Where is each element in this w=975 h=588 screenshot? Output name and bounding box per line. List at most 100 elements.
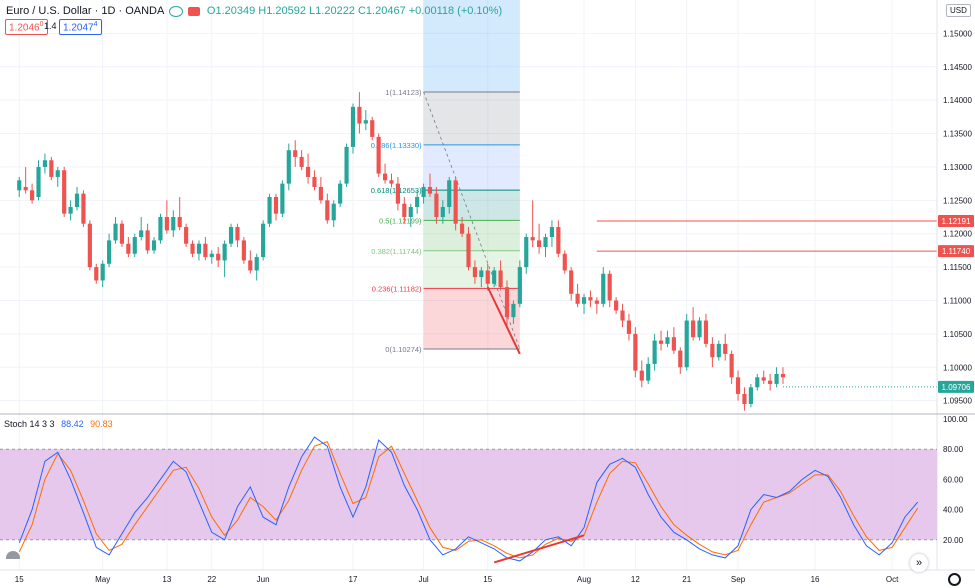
stoch-k-line: [18, 436, 919, 562]
candle-body: [357, 106, 362, 124]
time-axis-tick: 15: [483, 575, 492, 584]
candle-body: [164, 217, 169, 231]
time-axis-tick: Jun: [257, 575, 270, 584]
buy-button[interactable]: 1.20474: [59, 19, 102, 36]
price-axis-tick: 1.13500: [943, 130, 972, 139]
scroll-right-icon[interactable]: »: [910, 554, 928, 572]
candle-body: [62, 170, 67, 214]
eye-icon[interactable]: [168, 5, 183, 17]
fib-trend-line: [423, 91, 521, 350]
candle-body: [68, 207, 73, 214]
candle-body: [344, 146, 349, 184]
candle-body: [575, 293, 580, 304]
candle-body: [408, 207, 413, 218]
candle-body: [81, 193, 86, 224]
candle-body: [504, 287, 510, 318]
candle-body: [113, 223, 118, 241]
candle-body: [684, 320, 689, 368]
candle-body: [273, 196, 279, 214]
candle-body: [42, 160, 48, 167]
candle-body: [49, 160, 54, 177]
candle-body: [639, 370, 644, 381]
currency-label[interactable]: USD: [946, 4, 971, 17]
spread-value: 1.4: [44, 21, 57, 31]
candle-body: [723, 343, 728, 354]
candle-body: [755, 377, 760, 388]
candle-body: [415, 196, 420, 207]
candle-body: [620, 310, 625, 321]
candle-body: [74, 193, 80, 207]
candle-body: [530, 237, 535, 241]
candle-body: [145, 230, 150, 251]
candle-body: [94, 267, 99, 281]
symbol-title[interactable]: Euro / U.S. Dollar · 1D · OANDA: [6, 5, 164, 17]
candle-body: [235, 227, 240, 241]
fib-extension-zone: [423, 0, 520, 92]
price-axis-tick: 1.12000: [943, 230, 972, 239]
candle-body: [325, 200, 330, 221]
candle-body: [581, 297, 587, 304]
stoch-title[interactable]: Stoch 14 3 3: [4, 419, 55, 429]
sell-price-sup: 0: [39, 21, 44, 28]
price-axis-tick: 1.10000: [943, 363, 972, 372]
candle-body: [209, 253, 214, 258]
fib-zone: [423, 220, 520, 251]
price-axis-tick: 1.15000: [943, 29, 972, 38]
candle-body: [305, 166, 311, 177]
candle-body: [389, 180, 394, 184]
candle-body: [87, 223, 92, 268]
compare-icon[interactable]: [187, 6, 200, 16]
sell-button[interactable]: 1.20460: [5, 19, 48, 36]
candle-body: [537, 240, 542, 248]
stoch-axis-tick: 60.00: [943, 475, 964, 484]
candle-body: [492, 270, 497, 284]
collapse-icon[interactable]: [6, 551, 20, 559]
time-axis-tick: 21: [682, 575, 691, 584]
candle-body: [376, 136, 381, 174]
candle-body: [286, 150, 291, 184]
last-price-tag: [938, 380, 974, 393]
candle-body: [241, 240, 246, 261]
candle-body: [248, 260, 253, 271]
candle-body: [427, 186, 433, 194]
candle-body: [780, 373, 786, 378]
candle-body: [293, 150, 298, 157]
candle-body: [658, 340, 664, 344]
candle-body: [735, 377, 741, 394]
candle-body: [402, 203, 407, 218]
candle-body: [710, 343, 715, 358]
candle-body: [119, 223, 125, 244]
candle-body: [312, 176, 317, 187]
candle-body: [626, 320, 632, 334]
candle-body: [556, 227, 561, 254]
candle-body: [280, 183, 285, 214]
candle-body: [549, 227, 555, 238]
fib-level-label: 0(1.10274): [385, 345, 422, 354]
settings-gear-icon[interactable]: [948, 573, 961, 586]
time-axis-tick: Sep: [731, 575, 746, 584]
horizontal-level-tag: [938, 245, 974, 258]
candle-body: [479, 270, 484, 278]
candle-body: [203, 243, 208, 258]
candle-body: [107, 240, 112, 264]
time-axis-tick: 16: [811, 575, 820, 584]
candle-body: [466, 233, 471, 268]
candle-body: [177, 217, 182, 228]
stoch-legend: Stoch 14 3 3 88.42 90.83: [4, 419, 113, 429]
time-axis-tick: Jul: [418, 575, 428, 584]
candle-body: [338, 183, 343, 204]
candle-body: [652, 340, 657, 364]
price-axis-tick: 1.12500: [943, 196, 972, 205]
candle-body: [524, 237, 529, 268]
candle-body: [665, 337, 670, 344]
candle-body: [222, 243, 227, 261]
time-axis-tick: Aug: [577, 575, 591, 584]
candle-body: [421, 186, 426, 197]
buy-price-sup: 4: [93, 21, 98, 28]
candle-body: [382, 173, 388, 181]
fib-zone: [423, 190, 520, 221]
stoch-divergence-line: [493, 534, 585, 564]
candle-body: [774, 373, 779, 384]
